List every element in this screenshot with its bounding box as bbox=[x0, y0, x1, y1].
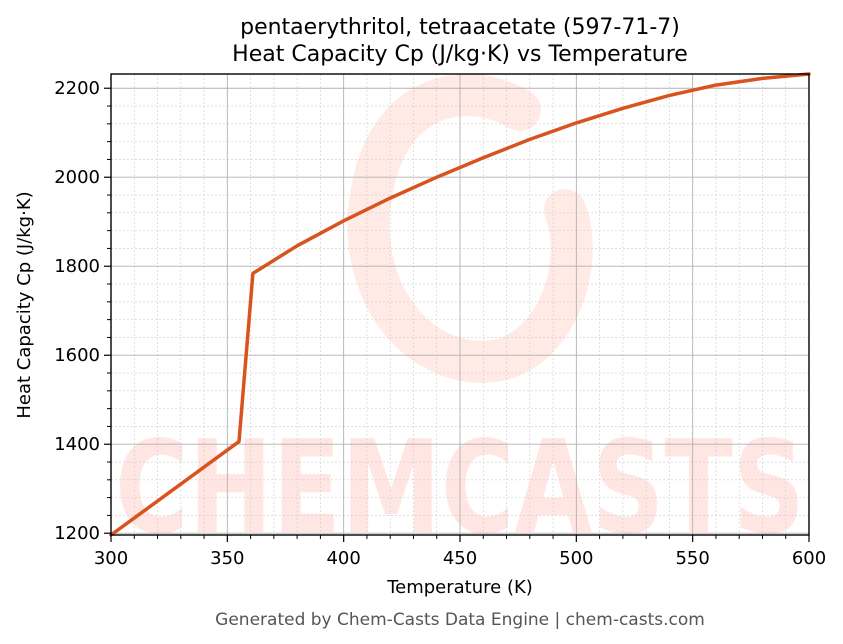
x-tick-label: 400 bbox=[326, 548, 360, 569]
chart-subtitle: Heat Capacity Cp (J/kg·K) vs Temperature bbox=[232, 42, 688, 67]
y-tick-label: 1400 bbox=[54, 434, 100, 455]
y-tick-labels: 1200 1400 1600 1800 2000 2200 bbox=[54, 78, 100, 544]
y-tick-label: 1600 bbox=[54, 345, 100, 366]
y-tick-label: 1800 bbox=[54, 256, 100, 277]
x-tick-label: 550 bbox=[675, 548, 709, 569]
watermark-logo-mark bbox=[347, 74, 593, 383]
series-line bbox=[109, 72, 811, 537]
y-tick-label: 2000 bbox=[54, 167, 100, 188]
y-axis-title: Heat Capacity Cp (J/kg·K) bbox=[14, 191, 35, 418]
y-tick-label: 1200 bbox=[54, 523, 100, 544]
x-tick-labels: 300 350 400 450 500 550 600 bbox=[94, 548, 826, 569]
x-axis-title: Temperature (K) bbox=[386, 577, 533, 598]
x-tick-label: 500 bbox=[559, 548, 593, 569]
axis-ticks bbox=[104, 87, 810, 542]
x-tick-label: 350 bbox=[210, 548, 244, 569]
y-tick-label: 2200 bbox=[54, 78, 100, 99]
x-tick-label: 450 bbox=[443, 548, 477, 569]
footer-credit: Generated by Chem-Casts Data Engine | ch… bbox=[215, 610, 705, 630]
x-tick-label: 300 bbox=[94, 548, 128, 569]
x-tick-label: 600 bbox=[792, 548, 826, 569]
chart-title: pentaerythritol, tetraacetate (597-71-7) bbox=[240, 15, 680, 40]
